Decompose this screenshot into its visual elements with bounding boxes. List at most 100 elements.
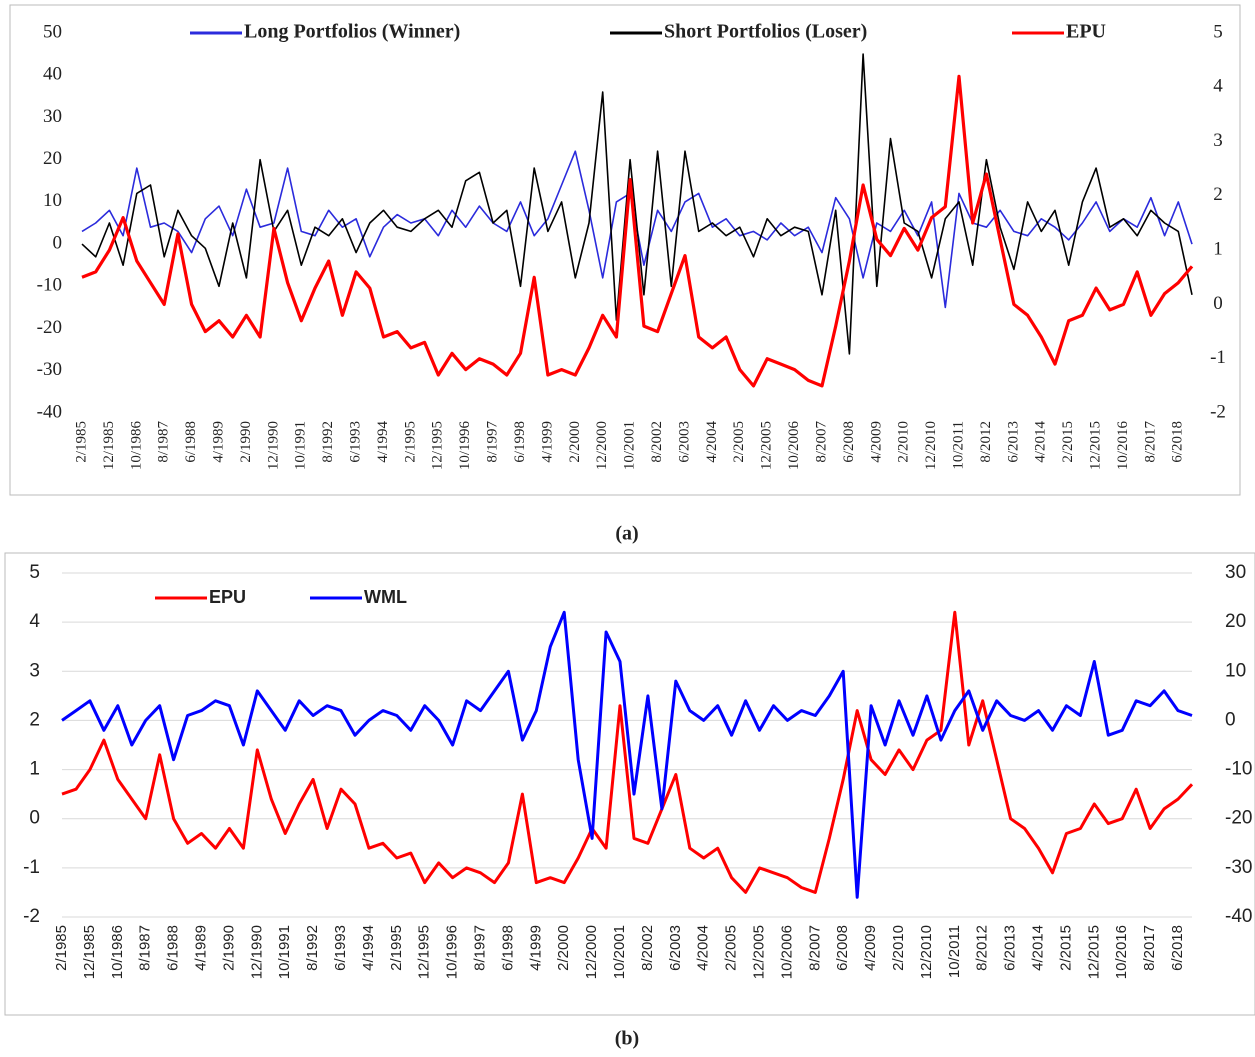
x-tick-label: 10/2006 [778,925,795,979]
x-tick-label: 8/2007 [806,925,823,971]
x-tick-label: 6/1993 [332,925,349,971]
series-line [61,610,1193,899]
y-tick-label: -40 [37,401,62,422]
x-tick-label: 4/2009 [862,925,879,971]
y2-tick-label: 4 [1213,76,1223,97]
x-tick-label: 10/1991 [276,925,293,979]
y2-tick-label: 0 [1213,293,1223,314]
x-tick-label: 10/2001 [611,925,628,979]
y-tick-label: 3 [29,660,40,681]
x-tick-label: 8/2012 [974,925,991,971]
x-tick-label: 2/1985 [73,421,89,463]
y-tick-label: 20 [43,148,62,169]
x-tick-label: 12/2005 [750,925,767,979]
series-line [61,610,1194,894]
x-tick-label: 2/1990 [238,421,254,463]
y-tick-label: -10 [37,275,62,296]
x-tick-label: 6/1998 [499,925,516,971]
y2-tick-label: 5 [1213,21,1223,42]
x-tick-label: 10/2016 [1113,925,1130,979]
x-tick-label: 2/1990 [220,925,237,971]
y-tick-label: 0 [53,232,63,253]
y2-tick-label: 30 [1225,562,1246,583]
x-tick-label: 10/1986 [128,421,144,471]
y2-tick-label: -30 [1225,857,1252,878]
x-tick-label: 8/2007 [813,421,829,463]
x-tick-label: 4/2014 [1033,421,1049,463]
x-tick-label: 4/2004 [704,421,720,463]
legend-label: Short Portfolios (Loser) [664,21,867,43]
x-tick-label: 12/1985 [101,421,117,470]
y-tick-label: -30 [37,359,62,380]
x-tick-label: 4/2004 [695,925,712,971]
y2-tick-label: -2 [1210,401,1226,422]
x-tick-label: 2/2015 [1057,925,1074,971]
panel-label: (b) [615,1028,639,1050]
x-tick-label: 12/1995 [416,925,433,979]
x-tick-label: 6/1998 [512,421,528,463]
legend-label: Long Portfolios (Winner) [244,21,460,43]
panel-frame [9,4,1241,496]
x-tick-label: 10/1996 [444,925,461,979]
y-tick-label: 40 [43,64,62,85]
x-tick-label: 12/2000 [583,925,600,979]
x-tick-label: 12/1995 [430,421,446,470]
x-tick-label: 4/2014 [1030,925,1047,971]
series-line [81,53,1193,355]
x-tick-label: 12/1990 [248,925,265,979]
y-tick-label: 10 [43,190,62,211]
x-tick-label: 6/2018 [1169,925,1186,971]
series-line [81,74,1194,388]
x-tick-label: 2/2015 [1060,421,1076,463]
x-tick-label: 12/2010 [923,421,939,470]
y2-tick-label: 10 [1225,660,1246,681]
x-tick-label: 12/1990 [265,421,281,470]
x-tick-label: 10/1991 [293,421,309,470]
panel-frame [4,552,1255,1016]
x-tick-label: 12/2015 [1088,421,1104,470]
x-tick-label: 8/1992 [304,925,321,971]
legend-label: EPU [209,587,246,607]
x-tick-label: 6/2013 [1002,925,1019,971]
x-tick-label: 4/1994 [375,421,391,463]
x-tick-label: 8/1987 [137,925,154,971]
y-tick-label: -1 [23,857,40,878]
x-tick-label: 6/2008 [841,421,857,463]
x-tick-label: 6/2013 [1005,421,1021,463]
x-tick-label: 12/2000 [594,421,610,470]
x-tick-label: 8/2002 [639,925,656,971]
y2-tick-label: 1 [1213,239,1223,260]
x-tick-label: 12/2010 [918,925,935,979]
x-tick-label: 10/1986 [109,925,126,979]
y-tick-label: -2 [23,906,40,927]
x-tick-label: 2/1995 [388,925,405,971]
legend-label: EPU [1066,21,1106,43]
x-tick-label: 2/2000 [555,925,572,971]
x-tick-label: 2/2010 [890,925,907,971]
x-tick-label: 10/2011 [946,925,963,978]
x-tick-label: 8/2012 [978,421,994,463]
x-tick-label: 4/1994 [360,925,377,971]
x-tick-label: 4/1999 [539,421,555,463]
y-tick-label: 2 [29,709,40,730]
x-tick-label: 6/1988 [165,925,182,971]
x-tick-label: 10/2016 [1115,421,1131,471]
y-tick-label: 50 [43,21,62,42]
y2-tick-label: 2 [1213,184,1223,205]
x-tick-label: 6/1993 [348,421,364,463]
x-tick-label: 8/2017 [1141,925,1158,971]
x-tick-label: 2/2010 [896,421,912,463]
x-tick-label: 2/2005 [723,925,740,971]
x-tick-label: 2/2005 [731,421,747,463]
y-tick-label: 5 [29,562,40,583]
y-tick-label: 1 [29,759,40,780]
x-tick-label: 6/2008 [834,925,851,971]
x-tick-label: 10/1996 [457,421,473,471]
y-tick-label: 0 [29,808,40,829]
y-tick-label: 30 [43,106,62,127]
x-tick-label: 8/2002 [649,421,665,463]
y2-tick-label: 0 [1225,709,1236,730]
y2-tick-label: 20 [1225,611,1246,632]
